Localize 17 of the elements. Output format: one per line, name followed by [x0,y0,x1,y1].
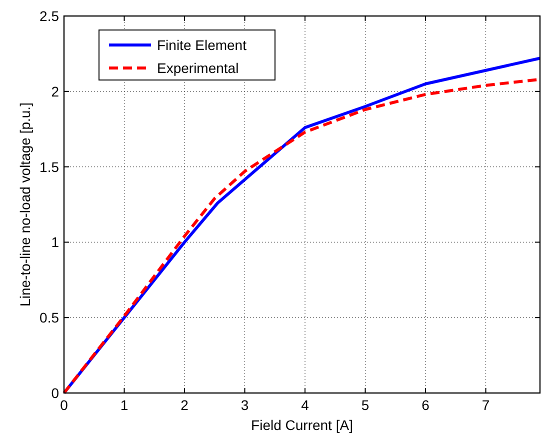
x-tick-label: 7 [482,397,490,413]
y-tick-label: 0 [51,385,60,401]
x-tick-label: 5 [361,397,370,413]
legend-label: Finite Element [157,37,247,53]
y-tick-label: 1 [51,234,60,250]
x-axis-title: Field Current [A] [251,417,353,433]
y-tick-label: 2.5 [40,8,60,24]
x-tick-label: 3 [240,397,249,413]
x-tick-label: 6 [422,397,430,413]
y-tick-label: 1.5 [40,158,60,175]
y-axis-title: Line-to-line no-load voltage [p.u.] [17,102,33,306]
y-tick-label: 0.5 [40,310,60,326]
x-tick-label: 4 [301,397,310,413]
x-tick-label: 2 [180,397,189,413]
x-tick-label: 1 [120,397,128,413]
y-tick-label: 2 [51,83,60,100]
legend-label: Experimental [157,60,239,76]
